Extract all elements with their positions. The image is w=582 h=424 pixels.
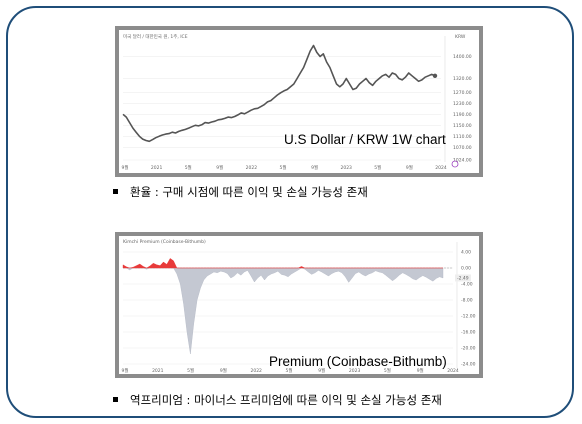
x-tick-label: 9월: [417, 367, 424, 374]
bullet-square-icon: [113, 189, 118, 194]
y-tick-label: 0.00: [461, 266, 471, 272]
x-tick-label: 9월: [121, 164, 128, 171]
last-value-badge: [455, 274, 471, 282]
x-tick-label: 5월: [285, 367, 292, 374]
chart-title: 미국 달러 / 대한민국 원, 1주, ICE: [123, 33, 188, 40]
slide-frame: 미국 달러 / 대한민국 원, 1주, ICE KRW 1400.00 1320.00…: [6, 6, 574, 418]
x-tick-label: 2022: [250, 368, 262, 374]
kimchi-premium-chart: Kimchi Premium (Coinbase-Bithumb) 4.00 0.0…: [115, 232, 483, 378]
settings-icon: [451, 160, 459, 168]
y-tick-label: 1150.00: [453, 123, 472, 129]
x-tick-label: 5월: [187, 367, 194, 374]
bullet-reverse-premium: 역프리미엄 : 마이너스 프리미엄에 따른 이익 및 손실 가능성 존재: [113, 392, 442, 408]
x-tick-label: 2023: [349, 368, 361, 374]
x-tick-label: 2024: [435, 165, 447, 171]
y-tick-label: -24.00: [461, 362, 476, 368]
x-tick-label: 5월: [384, 367, 391, 374]
kimchi-premium-chart-caption: Premium (Coinbase-Bithumb): [269, 354, 447, 369]
bullet-reverse-premium-text: 역프리미엄 : 마이너스 프리미엄에 따른 이익 및 손실 가능성 존재: [130, 393, 442, 407]
currency-label: KRW: [455, 34, 466, 40]
y-tick-label: -12.00: [461, 314, 476, 320]
y-tick-label: -8.00: [461, 298, 473, 304]
negative-premium-area: [123, 267, 444, 355]
x-tick-label: 2021: [151, 165, 163, 171]
usd-krw-chart-caption: U.S Dollar / KRW 1W chart: [284, 132, 446, 147]
x-tick-label: 9월: [406, 164, 413, 171]
y-tick-label: 1190.00: [453, 112, 472, 118]
y-tick-label: 1024.00: [453, 158, 472, 164]
bullet-exchange-rate-text: 환율 : 구매 시점에 따른 이익 및 손실 가능성 존재: [130, 185, 368, 199]
usd-krw-chart: 미국 달러 / 대한민국 원, 1주, ICE KRW 1400.00 1320.00…: [115, 26, 483, 177]
x-tick-label: 9월: [216, 164, 223, 171]
x-tick-label: 5월: [374, 164, 381, 171]
kimchi-premium-chart-svg: Kimchi Premium (Coinbase-Bithumb) 4.00 0.0…: [121, 239, 476, 374]
x-tick-label: 9월: [318, 367, 325, 374]
last-value-marker: [432, 73, 438, 78]
x-tick-label: 5월: [279, 164, 286, 171]
bullet-exchange-rate: 환율 : 구매 시점에 따른 이익 및 손실 가능성 존재: [113, 184, 368, 200]
y-tick-label: 1230.00: [453, 101, 472, 107]
x-tick-label: 9월: [121, 367, 128, 374]
last-value-label: -2.49: [457, 275, 469, 281]
y-tick-label: -16.00: [461, 330, 476, 336]
y-tick-label: 1270.00: [453, 90, 472, 96]
x-tick-label: 9월: [311, 164, 318, 171]
x-tick-label: 2024: [447, 368, 459, 374]
positive-premium-area: [122, 258, 443, 269]
y-tick-label: 4.00: [461, 250, 471, 256]
x-tick-label: 9월: [220, 367, 227, 374]
bullet-square-icon: [113, 397, 118, 402]
y-tick-label: -4.00: [461, 282, 473, 288]
y-tick-label: 1400.00: [453, 54, 472, 60]
x-tick-label: 5월: [185, 164, 192, 171]
y-tick-label: 1070.00: [453, 145, 472, 151]
x-tick-label: 2022: [246, 165, 258, 171]
y-tick-label: 1320.00: [453, 76, 472, 82]
usd-krw-chart-svg: 미국 달러 / 대한민국 원, 1주, ICE KRW 1400.00 1320.00…: [121, 33, 472, 171]
y-tick-label: -20.00: [461, 346, 476, 352]
y-tick-label: 1110.00: [453, 134, 472, 140]
x-tick-label: 2023: [340, 165, 352, 171]
chart-title: Kimchi Premium (Coinbase-Bithumb): [123, 239, 206, 245]
usd-krw-series-line: [122, 44, 436, 143]
x-tick-label: 2021: [152, 368, 164, 374]
